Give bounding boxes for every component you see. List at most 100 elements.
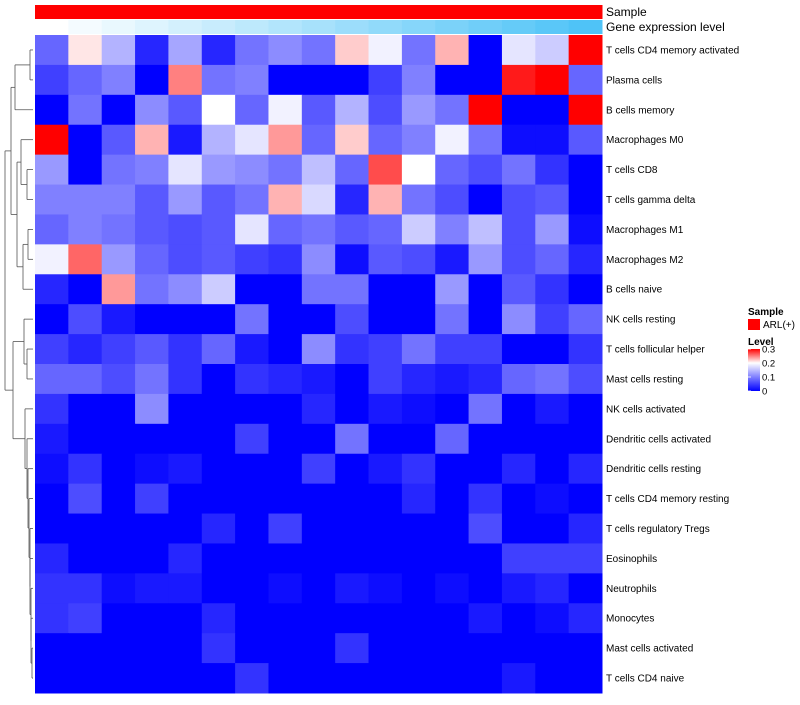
heatmap-cell [535,393,570,425]
heatmap-cell [168,304,203,335]
heatmap-cell [368,633,403,664]
heatmap-cell [168,603,203,634]
heatmap-cell [235,334,269,365]
heatmap-cell [68,663,103,694]
heatmap-cell [68,35,103,66]
heatmap-cell [401,274,436,305]
expression-track-cell [301,20,336,34]
heatmap-cell [401,364,436,395]
heatmap-cell [101,124,136,156]
heatmap-cell [535,423,570,455]
heatmap-cell [301,64,336,96]
heatmap-cell [168,35,203,66]
heatmap-cell [535,603,570,634]
heatmap-cell [435,543,470,574]
heatmap-cell [468,453,503,485]
row-label: Eosinophils [606,554,657,565]
heatmap-cell [135,64,169,96]
heatmap-cell [501,633,536,664]
heatmap-cell [35,663,69,694]
heatmap-cell [201,483,236,515]
heatmap-cell [568,483,603,515]
heatmap-cell [268,35,303,66]
heatmap-cell [201,633,236,664]
row-label: Dendritic cells resting [606,464,701,475]
heatmap-cell [568,393,603,425]
heatmap-cell [168,184,203,215]
heatmap-cell [101,244,136,275]
sample-track-label: Sample [606,5,647,19]
heatmap-cell [401,453,436,485]
heatmap-cell [68,94,103,126]
heatmap-cell [135,35,169,66]
heatmap-cell [168,364,203,395]
heatmap-cell [168,94,203,126]
heatmap-cell [135,154,169,186]
heatmap-cell [501,274,536,305]
sample-track-cell [68,5,103,19]
row-label: T cells CD4 naive [606,674,685,685]
row-label: Plasma cells [606,75,662,86]
heatmap-cell [135,603,169,634]
heatmap-cell [335,184,370,215]
heatmap-cell [301,214,336,245]
heatmap-cell [235,304,269,335]
heatmap-cell [535,184,570,215]
heatmap-cell [568,184,603,215]
heatmap-cell [301,633,336,664]
row-label: T cells CD8 [606,165,658,176]
legend-sample-entry: ARL(+) [763,320,795,331]
heatmap-cell [468,423,503,455]
heatmap-cell [35,453,69,485]
heatmap-cell [335,483,370,515]
heatmap-cell [335,364,370,395]
heatmap-cell [135,393,169,425]
heatmap-cell [301,513,336,544]
heatmap-cell [435,573,470,604]
heatmap-cell [335,393,370,425]
row-dendrogram [4,49,33,679]
heatmap-cell [301,35,336,66]
heatmap-cell [368,483,403,515]
heatmap-cell [301,334,336,365]
heatmap-cell [135,274,169,305]
heatmap-cell [135,304,169,335]
sample-track-cell [301,5,336,19]
heatmap-cell [568,94,603,126]
heatmap-cell [435,453,470,485]
heatmap-cell [101,543,136,574]
heatmap-cell [235,214,269,245]
expression-track-cell [335,20,370,34]
legend-sample-title: Sample [748,307,784,318]
heatmap-cell [101,513,136,544]
heatmap-cell [101,423,136,455]
heatmap-cell [335,154,370,186]
heatmap-cell [35,124,69,156]
heatmap-cell [301,603,336,634]
heatmap-cell [201,513,236,544]
expression-track-cell [435,20,470,34]
heatmap-cell [468,573,503,604]
heatmap-cell [201,573,236,604]
heatmap-cell [35,184,69,215]
heatmap-cell [501,483,536,515]
heatmap-cell [301,94,336,126]
heatmap-cell [68,633,103,664]
heatmap-cell [101,184,136,215]
heatmap-cell [101,364,136,395]
heatmap-cell [435,124,470,156]
heatmap-cell [501,603,536,634]
heatmap-cell [535,35,570,66]
sample-track-cell [501,5,536,19]
heatmap-cell [401,35,436,66]
heatmap-cell [35,393,69,425]
heatmap-cell [168,274,203,305]
heatmap-cell [435,423,470,455]
heatmap-cell [535,573,570,604]
heatmap-cell [301,543,336,574]
heatmap-cell [301,393,336,425]
heatmap-cell [235,603,269,634]
heatmap-cell [401,304,436,335]
